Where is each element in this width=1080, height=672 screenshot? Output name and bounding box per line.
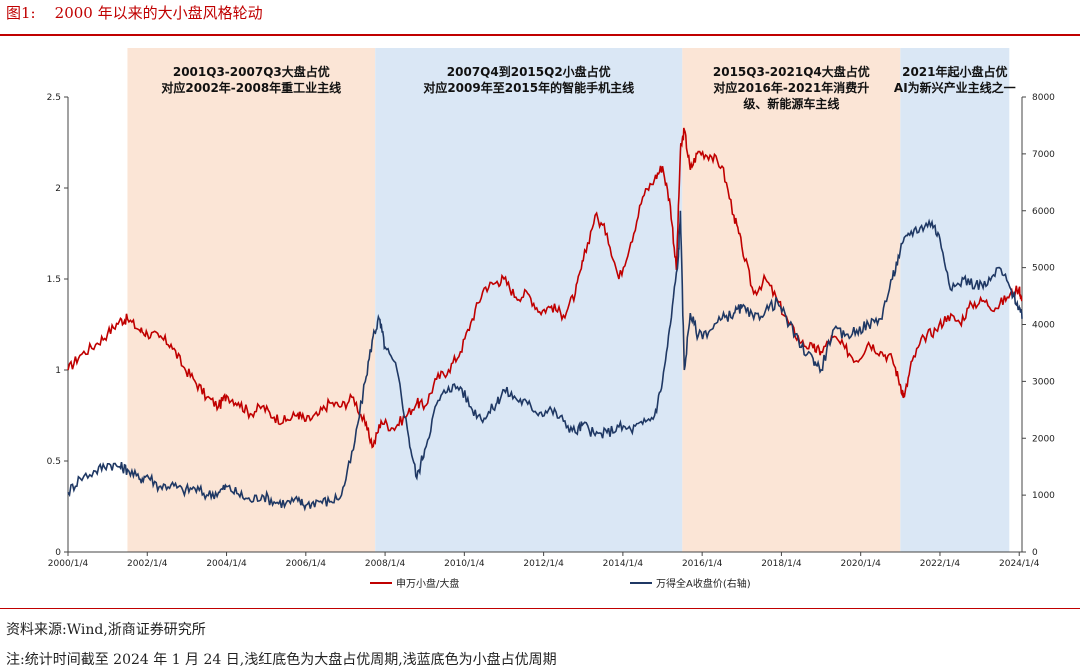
period-label-1-line-1: 2001Q3-2007Q3大盘占优 <box>173 64 330 79</box>
period-label-3-line-2: 对应2016年-2021年消费升 <box>713 80 869 95</box>
footer-divider <box>0 608 1080 609</box>
x-tick-label: 2018/1/4 <box>761 559 802 569</box>
series-wind-a-index-line <box>67 210 1023 512</box>
x-tick-label: 2024/1/4 <box>999 559 1040 569</box>
legend-label-1: 申万小盘/大盘 <box>396 577 459 590</box>
chart-axes: 0 0.5 1 1.5 2 2.5 0 1000 2000 3000 4000 5000 6000 700… <box>47 93 1056 569</box>
left-tick-label: 2.5 <box>47 93 61 103</box>
series-small-large-ratio-line <box>67 127 1023 449</box>
x-tick-label: 2002/1/4 <box>127 559 168 569</box>
right-tick-label: 1000 <box>1032 491 1055 501</box>
left-tick-label: 1.5 <box>47 275 61 285</box>
right-tick-label: 4000 <box>1032 321 1055 331</box>
left-tick-label: 1 <box>55 366 61 376</box>
x-tick-label: 2020/1/4 <box>840 559 881 569</box>
note-text: 注:统计时间截至 2024 年 1 月 24 日,浅红底色为大盘占优周期,浅蓝底… <box>6 652 557 668</box>
period-label-3-line-3: 级、新能源车主线 <box>743 96 839 111</box>
x-tick-label: 2008/1/4 <box>365 559 406 569</box>
period-band-1 <box>127 48 376 552</box>
style-rotation-chart: 0 0.5 1 1.5 2 2.5 0 1000 2000 3000 4000 5000 6000 700… <box>47 48 1056 590</box>
chart-legend: 申万小盘/大盘 万得全A收盘价(右轴) <box>370 577 751 590</box>
period-bands <box>127 48 1010 552</box>
legend-label-2: 万得全A收盘价(右轴) <box>656 577 751 590</box>
title-divider <box>0 34 1080 36</box>
period-band-4 <box>900 48 1010 552</box>
period-label-3-line-1: 2015Q3-2021Q4大盘占优 <box>713 64 870 79</box>
period-label-1-line-2: 对应2002年-2008年重工业主线 <box>161 80 341 95</box>
period-label-2-line-1: 2007Q4到2015Q2小盘占优 <box>447 64 611 79</box>
period-label-2-line-2: 对应2009年至2015年的智能手机主线 <box>423 80 634 95</box>
right-tick-label: 0 <box>1032 548 1038 558</box>
period-label-4-line-1: 2021年起小盘占优 <box>902 64 1007 79</box>
x-tick-label: 2022/1/4 <box>920 559 961 569</box>
right-tick-label: 2000 <box>1032 434 1055 444</box>
figure-title: 图1: 2000 年以来的大小盘风格轮动 <box>6 4 263 22</box>
x-tick-label: 2010/1/4 <box>444 559 485 569</box>
x-tick-label: 2004/1/4 <box>206 559 247 569</box>
right-tick-label: 8000 <box>1032 93 1055 103</box>
x-tick-label: 2016/1/4 <box>682 559 723 569</box>
source-text: 资料来源:Wind,浙商证券研究所 <box>6 622 206 638</box>
right-tick-label: 6000 <box>1032 207 1055 217</box>
left-tick-label: 0.5 <box>47 457 61 467</box>
left-tick-label: 0 <box>55 548 61 558</box>
period-label-4-line-2: AI为新兴产业主线之一 <box>894 80 1016 95</box>
x-tick-label: 2014/1/4 <box>603 559 644 569</box>
right-tick-label: 7000 <box>1032 150 1055 160</box>
period-band-2 <box>375 48 683 552</box>
x-tick-label: 2000/1/4 <box>48 559 89 569</box>
left-tick-label: 2 <box>55 184 61 194</box>
right-tick-label: 5000 <box>1032 264 1055 274</box>
x-tick-label: 2006/1/4 <box>286 559 327 569</box>
period-band-3 <box>682 48 901 552</box>
right-tick-label: 3000 <box>1032 377 1055 387</box>
x-tick-label: 2012/1/4 <box>523 559 564 569</box>
series-layer <box>67 127 1023 512</box>
